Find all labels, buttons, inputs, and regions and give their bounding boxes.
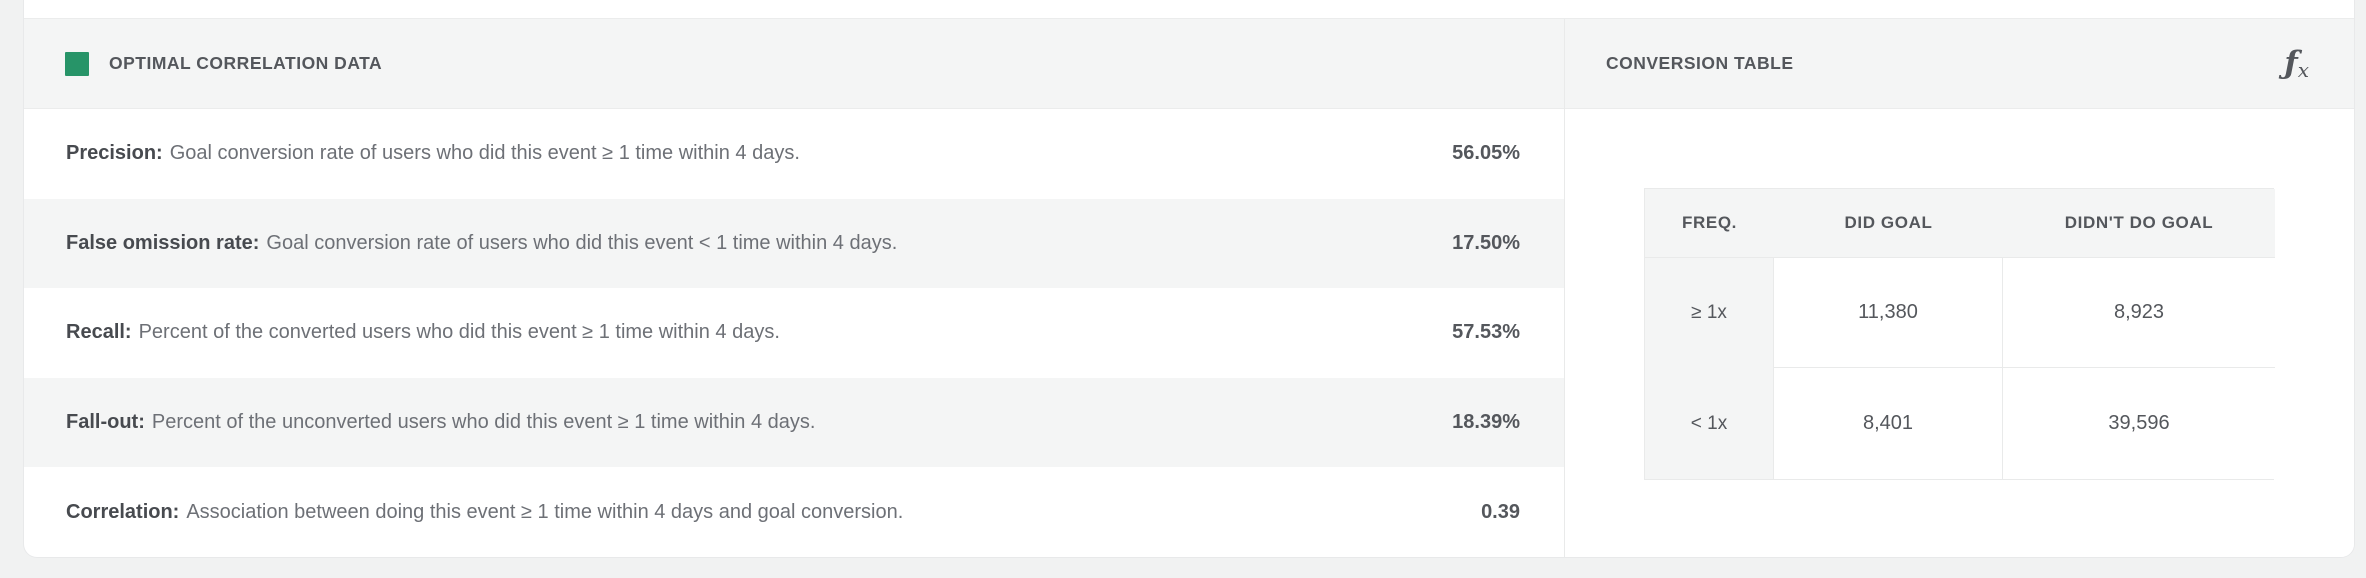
formula-fx-icon[interactable]: ƒx [2284,44,2309,82]
optimal-correlation-header: OPTIMAL CORRELATION DATA [24,19,1564,109]
conversion-table: FREQ. DID GOAL DIDN'T DO GOAL ≥ 1x 11,38… [1644,188,2275,480]
column-header-didnt-do-goal: DIDN'T DO GOAL [2003,189,2275,258]
conversion-table-header: CONVERSION TABLE ƒx [1565,19,2354,109]
stat-description: Goal conversion rate of users who did th… [169,142,800,165]
freq-cell-ge-1x: ≥ 1x [1645,258,1774,368]
conversion-table-panel: CONVERSION TABLE ƒx FREQ. DID GOAL DIDN'… [1565,19,2354,557]
stat-value: 57.53% [1452,321,1520,344]
stat-label: Fall-out: [66,411,145,434]
did-goal-cell-ge-1x: 11,380 [1774,258,2003,368]
stat-value: 56.05% [1452,142,1520,165]
stat-value: 0.39 [1481,500,1520,523]
freq-cell-lt-1x: < 1x [1645,368,1774,479]
stat-row-false-omission-rate: False omission rate: Goal conversion rat… [24,198,1564,289]
fx-f-glyph: ƒ [2284,44,2298,81]
stat-description: Percent of the unconverted users who did… [151,411,816,434]
optimal-correlation-title: OPTIMAL CORRELATION DATA [109,53,383,73]
optimal-correlation-panel: OPTIMAL CORRELATION DATA Precision: Goal… [24,19,1564,557]
stat-row-recall: Recall: Percent of the converted users w… [24,288,1564,378]
fx-x-glyph: x [2297,57,2309,82]
didnt-do-goal-cell-lt-1x: 39,596 [2003,368,2275,479]
conversion-table-title: CONVERSION TABLE [1606,53,1794,73]
event-legend-swatch-icon [65,51,89,76]
stat-row-fall-out: Fall-out: Percent of the unconverted use… [24,377,1564,468]
didnt-do-goal-cell-ge-1x: 8,923 [2003,258,2275,368]
column-header-freq: FREQ. [1645,189,1774,258]
did-goal-cell-lt-1x: 8,401 [1774,368,2003,479]
panel-divider [1564,19,1565,557]
correlation-card: OPTIMAL CORRELATION DATA Precision: Goal… [23,0,2355,558]
correlation-stats-list: Precision: Goal conversion rate of users… [24,109,1564,557]
stat-row-precision: Precision: Goal conversion rate of users… [24,109,1564,199]
card-top-strip [24,0,2354,19]
column-header-did-goal: DID GOAL [1774,189,2003,258]
stat-label: False omission rate: [66,231,260,254]
stat-label: Recall: [66,321,132,344]
stat-label: Precision: [66,142,163,165]
stat-value: 17.50% [1452,231,1520,254]
stat-row-correlation: Correlation: Association between doing t… [24,467,1564,557]
stat-description: Association between doing this event ≥ 1… [186,500,904,523]
stat-description: Goal conversion rate of users who did th… [266,231,898,254]
stat-value: 18.39% [1452,411,1520,434]
stat-label: Correlation: [66,500,180,523]
stat-description: Percent of the converted users who did t… [138,321,780,344]
conversion-table-area: FREQ. DID GOAL DIDN'T DO GOAL ≥ 1x 11,38… [1565,109,2354,557]
